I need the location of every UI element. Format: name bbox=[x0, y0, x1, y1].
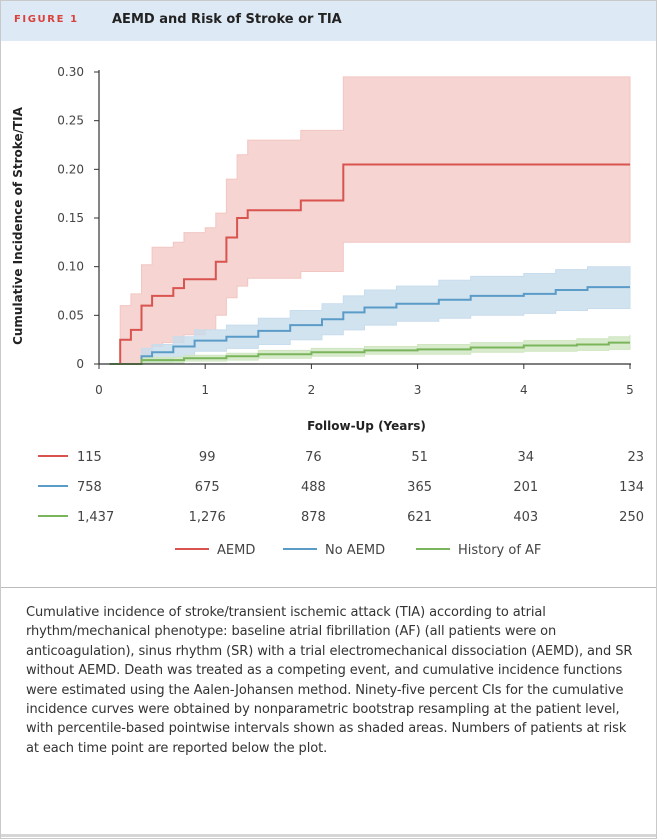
at-risk-value: 99 bbox=[199, 450, 216, 465]
chart-legend: AEMD No AEMD History of AF bbox=[175, 543, 541, 558]
at-risk-value: 1,276 bbox=[189, 510, 226, 525]
x-tick-label: 4 bbox=[520, 383, 528, 397]
at-risk-value: 23 bbox=[627, 450, 644, 465]
at-risk-value: 115 bbox=[77, 450, 102, 465]
figure-label: FIGURE 1 bbox=[14, 14, 79, 25]
at-risk-value: 1,437 bbox=[77, 510, 114, 525]
at-risk-value: 51 bbox=[411, 450, 428, 465]
at-risk-value: 250 bbox=[619, 510, 644, 525]
at-risk-value: 34 bbox=[518, 450, 535, 465]
incidence-curves bbox=[109, 163, 630, 365]
x-tick-label: 1 bbox=[201, 383, 209, 397]
figure-title: AEMD and Risk of Stroke or TIA bbox=[112, 12, 342, 27]
y-tick-label: 0.25 bbox=[57, 114, 84, 128]
chart-axes: 0 0.05 0.10 0.15 0.20 0.25 0.30 0 1 2 3 4 5 bbox=[57, 65, 634, 397]
x-tick-label: 5 bbox=[626, 383, 634, 397]
at-risk-value: 365 bbox=[407, 480, 432, 495]
at-risk-table: 115 99 76 51 34 23 758 675 488 365 201 134 1,437 1,27… bbox=[38, 450, 644, 525]
at-risk-value: 403 bbox=[513, 510, 538, 525]
curve-aemd bbox=[109, 163, 630, 365]
y-axis-label: Cumulative Incidence of Stroke/TIA bbox=[11, 106, 25, 345]
at-risk-value: 878 bbox=[301, 510, 326, 525]
legend-label-history-of-af: History of AF bbox=[458, 543, 541, 558]
x-tick-label: 3 bbox=[414, 383, 422, 397]
at-risk-value: 675 bbox=[195, 480, 220, 495]
caption-divider bbox=[1, 587, 656, 588]
curve-history-of-af bbox=[109, 341, 630, 365]
y-tick-label: 0.10 bbox=[57, 260, 84, 274]
x-tick-label: 2 bbox=[308, 383, 316, 397]
y-tick-label: 0.20 bbox=[57, 162, 84, 176]
figure-header: FIGURE 1 AEMD and Risk of Stroke or TIA bbox=[1, 1, 656, 41]
at-risk-value: 76 bbox=[305, 450, 322, 465]
bottom-rule bbox=[1, 834, 656, 837]
ci-band-no-aemd bbox=[109, 266, 631, 365]
at-risk-value: 134 bbox=[619, 480, 644, 495]
y-tick-label: 0.15 bbox=[57, 211, 84, 225]
x-tick-label: 0 bbox=[95, 383, 103, 397]
chart-svg: 00.050.100.150.200.250.300 1 2 3 4 5 Cumulati… bbox=[11, 65, 644, 558]
legend-label-no-aemd: No AEMD bbox=[325, 543, 385, 558]
figure-caption: Cumulative incidence of stroke/transient… bbox=[26, 605, 633, 756]
at-risk-value: 201 bbox=[513, 480, 538, 495]
at-risk-value: 758 bbox=[77, 480, 102, 495]
y-tick-label: 0.05 bbox=[57, 308, 84, 322]
at-risk-value: 488 bbox=[301, 480, 326, 495]
at-risk-value: 621 bbox=[407, 510, 432, 525]
y-tick-label: 0.30 bbox=[57, 65, 84, 79]
legend-label-aemd: AEMD bbox=[217, 543, 255, 558]
curve-no-aemd bbox=[109, 286, 630, 365]
y-tick-label: 0 bbox=[76, 357, 84, 371]
x-axis-label: Follow-Up (Years) bbox=[307, 419, 426, 433]
ci-bands bbox=[109, 76, 631, 365]
ci-band-aemd bbox=[109, 76, 631, 365]
